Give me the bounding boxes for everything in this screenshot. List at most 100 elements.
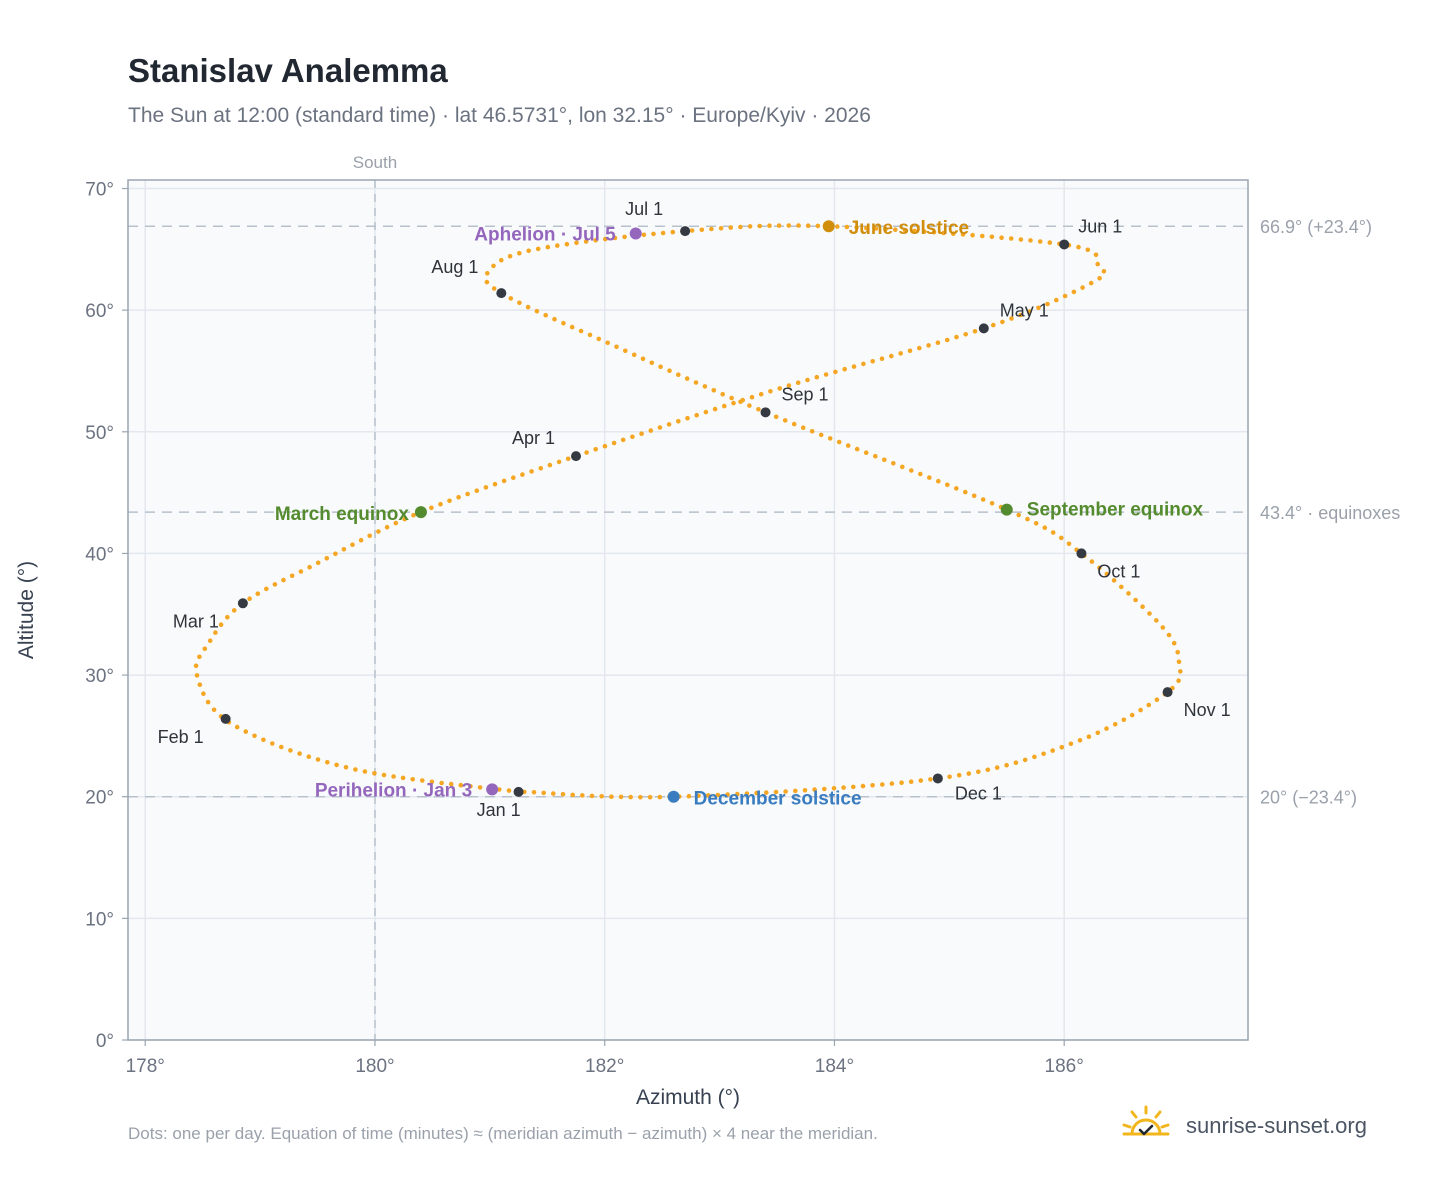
- daily-sun-dot: [1104, 571, 1110, 577]
- daily-sun-dot: [963, 489, 968, 495]
- brand[interactable]: sunrise-sunset.org: [1120, 1104, 1367, 1148]
- daily-sun-dot: [593, 447, 598, 452]
- daily-sun-dot: [1154, 618, 1159, 623]
- daily-sun-dot: [193, 663, 199, 669]
- daily-sun-dot: [1086, 734, 1092, 739]
- daily-sun-dot: [612, 235, 618, 241]
- daily-sun-dot: [1080, 285, 1085, 290]
- daily-sun-dot: [749, 394, 755, 400]
- daily-sun-dot: [247, 596, 252, 601]
- daily-sun-dot: [1119, 584, 1124, 590]
- daily-sun-dot: [989, 234, 995, 240]
- daily-sun-dot: [971, 493, 977, 499]
- daily-sun-dot: [525, 304, 531, 310]
- daily-sun-dot: [1047, 240, 1053, 245]
- daily-sun-dot: [873, 453, 878, 459]
- y-tick-label: 10°: [85, 909, 114, 930]
- month-label: Apr 1: [512, 428, 555, 448]
- daily-sun-dot: [845, 443, 851, 448]
- daily-sun-dot: [1140, 604, 1145, 609]
- daily-sun-dot: [994, 765, 1000, 770]
- month-label: Sep 1: [782, 384, 829, 404]
- daily-sun-dot: [786, 383, 792, 388]
- daily-sun-dot: [456, 495, 461, 500]
- daily-sun-dot: [795, 380, 801, 386]
- daily-sun-dot: [194, 673, 200, 678]
- daily-sun-dot: [234, 724, 240, 730]
- daily-sun-dot: [670, 229, 676, 235]
- daily-sun-dot: [1095, 730, 1101, 736]
- daily-sun-dot: [609, 794, 614, 799]
- x-tick-label: 178°: [126, 1056, 165, 1077]
- daily-sun-dot: [641, 232, 647, 238]
- daily-sun-dot: [252, 733, 257, 739]
- daily-sun-dot: [578, 328, 584, 334]
- footnote: Dots: one per day. Equation of time (min…: [128, 1124, 878, 1143]
- month-label: Jan 1: [477, 800, 521, 820]
- y-tick-label: 0°: [96, 1031, 114, 1052]
- daily-sun-dot: [1068, 741, 1074, 747]
- daily-sun-dot: [1037, 239, 1043, 244]
- daily-sun-dot: [556, 459, 562, 465]
- daily-sun-dot: [648, 428, 654, 433]
- daily-sun-dot: [842, 366, 847, 372]
- daily-sun-dot: [483, 485, 489, 490]
- y-axis-label: Altitude (°): [15, 561, 38, 659]
- daily-sun-dot: [768, 389, 773, 394]
- daily-sun-dot: [720, 391, 725, 397]
- daily-sun-dot: [561, 320, 566, 326]
- daily-sun-dot: [705, 793, 711, 798]
- daily-sun-dot: [362, 769, 368, 774]
- daily-sun-dot: [735, 791, 740, 797]
- daily-sun-dot: [756, 407, 761, 412]
- daily-sun-dot: [907, 348, 913, 354]
- daily-sun-dot: [776, 223, 782, 228]
- daily-sun-dot: [676, 372, 681, 378]
- daily-sun-dot: [972, 329, 978, 334]
- daily-sun-dot: [620, 437, 626, 443]
- daily-sun-dot: [1097, 565, 1102, 571]
- daily-sun-dot: [492, 481, 498, 487]
- daily-sun-dot: [611, 440, 617, 446]
- daily-sun-dot: [944, 337, 950, 343]
- daily-sun-dot: [657, 425, 663, 430]
- daily-sun-dot: [438, 501, 443, 507]
- daily-sun-dot: [1022, 757, 1028, 763]
- daily-sun-dot: [448, 781, 454, 787]
- daily-sun-dot: [197, 654, 202, 660]
- daily-sun-dot: [1176, 659, 1182, 665]
- daily-sun-dot: [812, 787, 817, 792]
- x-tick-label: 184°: [815, 1056, 854, 1077]
- month-marker: [496, 288, 507, 299]
- daily-sun-dot: [501, 478, 507, 484]
- daily-sun-dot: [231, 608, 237, 613]
- daily-sun-dot: [535, 246, 541, 252]
- daily-sun-dot: [860, 783, 866, 789]
- daily-sun-dot: [1147, 611, 1152, 616]
- daily-sun-dot: [547, 462, 553, 468]
- daily-sun-dot: [560, 791, 566, 797]
- daily-sun-dot: [298, 569, 304, 574]
- daily-sun-dot: [1041, 751, 1046, 757]
- daily-sun-dot: [630, 434, 635, 440]
- daily-sun-dot: [1112, 722, 1118, 727]
- daily-sun-dot: [565, 456, 571, 462]
- y-tick-label: 50°: [85, 423, 114, 444]
- daily-sun-dot: [822, 786, 827, 792]
- daily-sun-dot: [767, 223, 772, 228]
- event-marker: [629, 227, 642, 240]
- daily-sun-dot: [711, 388, 717, 393]
- daily-sun-dot: [863, 450, 869, 456]
- daily-sun-dot: [218, 622, 224, 627]
- daily-sun-dot: [823, 372, 829, 377]
- event-label: December solstice: [694, 789, 862, 810]
- daily-sun-dot: [960, 232, 966, 237]
- daily-sun-dot: [694, 412, 699, 418]
- daily-sun-dot: [980, 497, 986, 502]
- daily-sun-dot: [898, 351, 903, 356]
- daily-sun-dot: [517, 300, 522, 306]
- daily-sun-dot: [429, 505, 434, 511]
- event-marker: [414, 506, 427, 519]
- daily-sun-dot: [963, 332, 968, 337]
